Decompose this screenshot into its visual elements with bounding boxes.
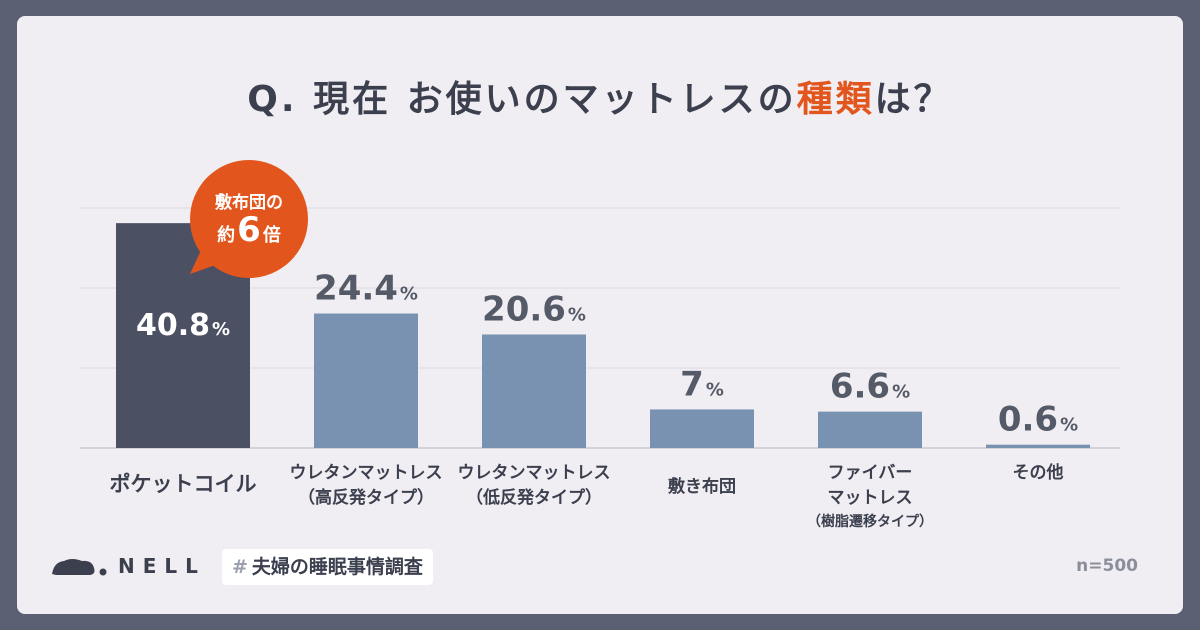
hashtag-badge: # 夫婦の睡眠事情調査 <box>222 549 433 585</box>
value-label-1: 40.8% <box>136 308 230 343</box>
category-label-1: ポケットコイル <box>110 472 257 496</box>
title-highlight: 種類 <box>796 79 875 120</box>
brand-logo: NELL <box>50 554 206 578</box>
nell-mark-icon <box>52 559 107 576</box>
bar-2 <box>314 313 418 448</box>
logo-text: NELL <box>118 554 206 578</box>
value-label-6: 0.6% <box>998 400 1078 440</box>
bar-4 <box>650 409 754 448</box>
category-label-3: ウレタンマットレス（低反発タイプ） <box>458 463 611 508</box>
bar-3 <box>482 334 586 448</box>
category-label-5: ファイバーマットレス（樹脂遷移タイプ） <box>807 463 933 530</box>
callout-line1: 敷布団の <box>215 193 283 213</box>
category-label-6: その他 <box>1013 462 1064 483</box>
callout-bubble <box>190 160 308 278</box>
callout-line2: 約6 倍 <box>188 210 310 250</box>
callout-badge: 敷布団の 約6 倍 <box>188 158 310 280</box>
title-suffix: は？ <box>874 79 953 120</box>
category-label-2: ウレタンマットレス（高反発タイプ） <box>290 463 443 508</box>
callout-post: 倍 <box>262 225 281 246</box>
title-prefix: Q. 現在 お使いのマットレスの <box>247 79 797 120</box>
value-label-3: 20.6% <box>482 289 586 329</box>
chart-title: Q. 現在 お使いのマットレスの種類は？ <box>0 70 1200 122</box>
callout-number: 6 <box>237 210 261 250</box>
hashtag-mark: # <box>232 556 248 578</box>
value-label-5: 6.6% <box>830 367 910 407</box>
value-label-2: 24.4% <box>314 269 418 309</box>
category-label-4: 敷き布団 <box>668 476 736 497</box>
bar-5 <box>818 411 922 448</box>
callout-pre: 約 <box>217 225 236 246</box>
bar-6 <box>986 444 1090 448</box>
sample-size: n=500 <box>1076 556 1138 576</box>
hashtag-text: 夫婦の睡眠事情調査 <box>251 556 423 578</box>
value-label-4: 7% <box>680 364 724 404</box>
